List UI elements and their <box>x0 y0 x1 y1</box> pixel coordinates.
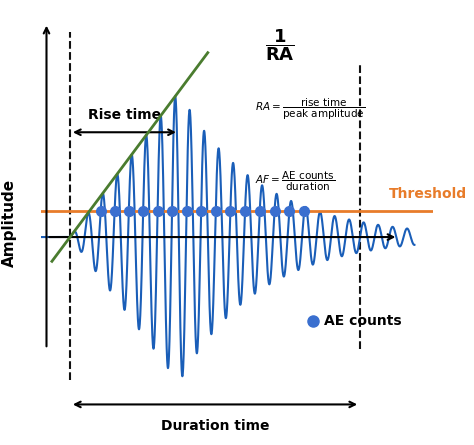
Text: Duration time: Duration time <box>161 419 269 433</box>
Text: $\mathbf{\dfrac{1}{RA}}$: $\mathbf{\dfrac{1}{RA}}$ <box>265 27 295 63</box>
Text: $AF = \dfrac{\mathrm{AE\ counts}}{\mathrm{duration}}$: $AF = \dfrac{\mathrm{AE\ counts}}{\mathr… <box>255 170 335 194</box>
Text: Threshold: Threshold <box>389 186 467 201</box>
Text: AE counts: AE counts <box>324 315 401 328</box>
Text: $RA = \dfrac{\mathrm{rise\ time}}{\mathrm{peak\ amplitude}}$: $RA = \dfrac{\mathrm{rise\ time}}{\mathr… <box>255 96 365 121</box>
Text: Amplitude: Amplitude <box>2 178 17 267</box>
Text: Rise time: Rise time <box>88 108 161 122</box>
